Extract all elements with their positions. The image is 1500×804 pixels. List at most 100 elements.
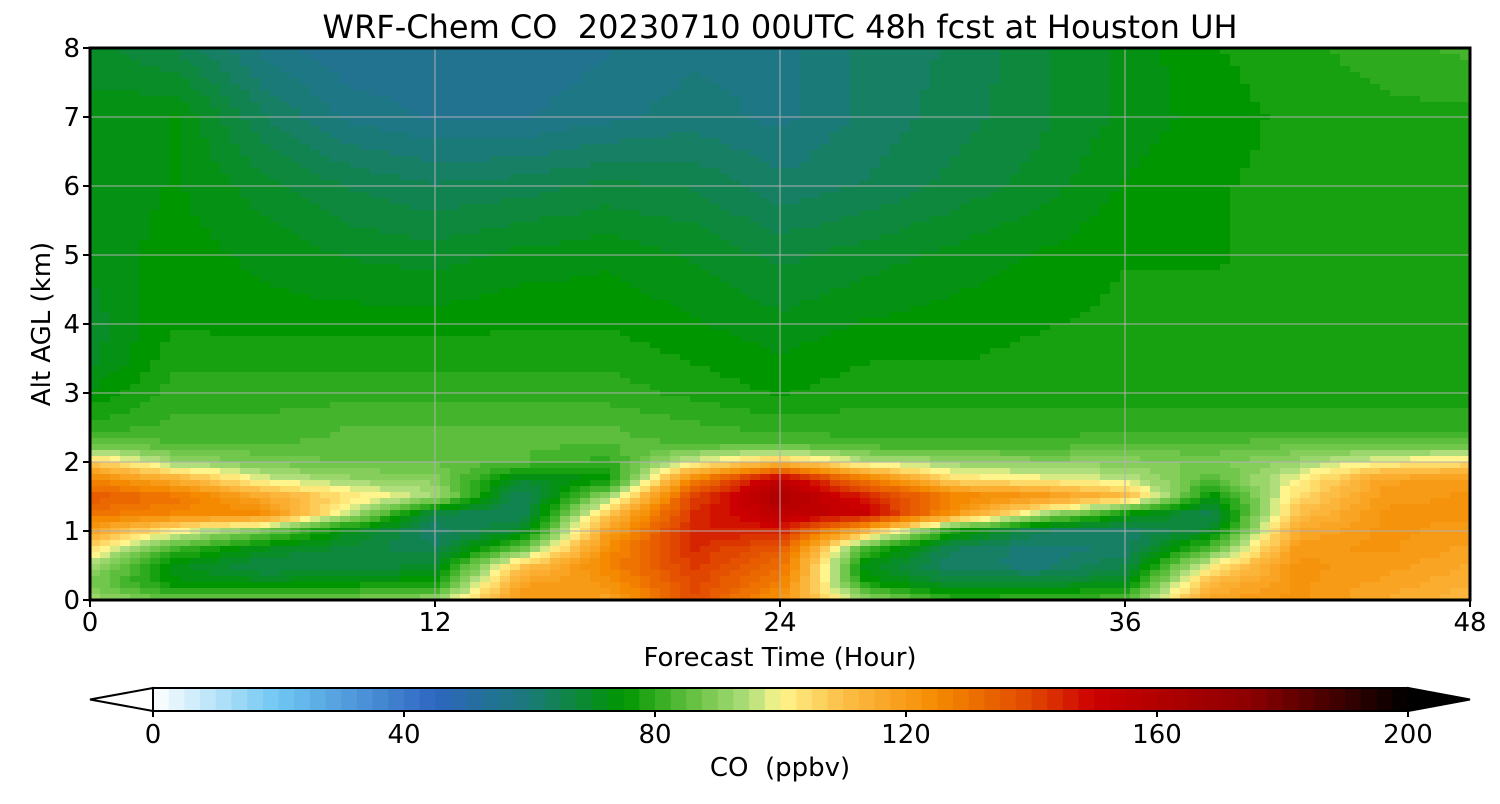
heat-cell: [1430, 66, 1441, 73]
heat-cell: [490, 54, 501, 61]
heat-cell: [1150, 246, 1161, 253]
heat-cell: [830, 144, 841, 151]
heat-cell: [300, 186, 311, 193]
heat-cell: [1000, 66, 1011, 73]
heat-cell: [700, 186, 711, 193]
heat-cell: [230, 258, 241, 265]
heat-cell: [720, 54, 731, 61]
heat-cell: [1410, 168, 1421, 175]
heat-cell: [1070, 216, 1081, 223]
heat-cell: [1280, 54, 1291, 61]
heat-cell: [1000, 234, 1011, 241]
heat-cell: [910, 186, 921, 193]
heat-cell: [100, 108, 111, 115]
heat-cell: [1300, 78, 1311, 85]
heat-cell: [730, 66, 741, 73]
heat-cell: [1220, 186, 1231, 193]
heat-cell: [410, 150, 421, 157]
heat-cell: [1360, 198, 1371, 205]
heat-cell: [870, 144, 881, 151]
heat-cell: [850, 138, 861, 145]
heat-cell: [1170, 156, 1181, 163]
heat-cell: [930, 228, 941, 235]
heat-cell: [1060, 228, 1071, 235]
heat-cell: [720, 48, 731, 55]
heat-cell: [920, 174, 931, 181]
heat-cell: [320, 222, 331, 229]
heat-cell: [440, 216, 451, 223]
heat-cell: [270, 222, 281, 229]
heat-cell: [1090, 84, 1101, 91]
heat-cell: [1230, 180, 1241, 187]
heat-cell: [230, 120, 241, 127]
heat-cell: [920, 246, 931, 253]
heat-cell: [370, 258, 381, 265]
heat-cell: [270, 228, 281, 235]
heat-cell: [370, 198, 381, 205]
heat-cell: [640, 156, 651, 163]
heat-cell: [330, 54, 341, 61]
heat-cell: [770, 192, 781, 199]
heat-cell: [450, 72, 461, 79]
heat-cell: [1330, 210, 1341, 217]
heat-cell: [1280, 126, 1291, 133]
heat-cell: [490, 66, 501, 73]
heat-cell: [450, 138, 461, 145]
heat-cell: [1340, 48, 1351, 55]
heat-cell: [1130, 60, 1141, 67]
heat-cell: [500, 204, 511, 211]
heat-cell: [880, 108, 891, 115]
heat-cell: [340, 240, 351, 247]
heat-cell: [280, 144, 291, 151]
heat-cell: [1150, 162, 1161, 169]
heat-cell: [1330, 66, 1341, 73]
heat-cell: [550, 246, 561, 253]
heat-cell: [150, 162, 161, 169]
heat-cell: [1380, 234, 1391, 241]
heat-cell: [300, 204, 311, 211]
heat-cell: [1430, 126, 1441, 133]
heat-cell: [780, 150, 791, 157]
heat-cell: [220, 126, 231, 133]
heat-cell: [240, 234, 251, 241]
heat-cell: [810, 240, 821, 247]
heat-cell: [660, 234, 671, 241]
heat-cell: [1300, 186, 1311, 193]
heat-cell: [280, 72, 291, 79]
heat-cell: [120, 108, 131, 115]
heat-cell: [170, 198, 181, 205]
heat-cell: [120, 90, 131, 97]
heat-cell: [1420, 126, 1431, 133]
heat-cell: [300, 126, 311, 133]
heat-cell: [340, 126, 351, 133]
heat-cell: [1160, 138, 1171, 145]
heat-cell: [1210, 72, 1221, 79]
heat-cell: [180, 156, 191, 163]
heat-cell: [470, 210, 481, 217]
heat-cell: [180, 90, 191, 97]
heat-cell: [1060, 204, 1071, 211]
heat-cell: [380, 222, 391, 229]
heat-cell: [360, 162, 371, 169]
heat-cell: [790, 132, 801, 139]
heat-cell: [90, 204, 101, 211]
heat-cell: [1210, 204, 1221, 211]
heat-cell: [210, 72, 221, 79]
heat-cell: [1260, 162, 1271, 169]
heat-cell: [1400, 174, 1411, 181]
heat-cell: [780, 246, 791, 253]
heat-cell: [170, 66, 181, 73]
heat-cell: [1110, 138, 1121, 145]
heat-cell: [1170, 90, 1181, 97]
heat-cell: [330, 108, 341, 115]
heat-cell: [260, 210, 271, 217]
heat-cell: [1460, 54, 1470, 61]
heat-cell: [440, 204, 451, 211]
heat-cell: [1170, 258, 1181, 265]
heat-cell: [1200, 54, 1211, 61]
heat-cell: [1440, 90, 1451, 97]
heat-cell: [900, 210, 911, 217]
heat-cell: [1430, 222, 1441, 229]
heat-cell: [400, 174, 411, 181]
heat-cell: [200, 258, 211, 265]
